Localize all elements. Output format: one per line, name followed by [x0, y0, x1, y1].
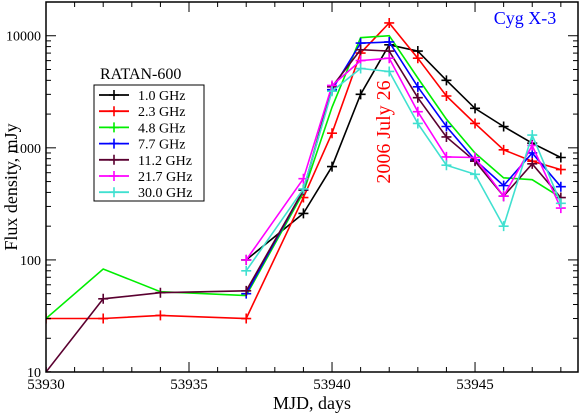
data-point-30-0-ghz	[555, 198, 566, 209]
data-point-2-3-ghz	[98, 313, 109, 324]
data-point-2-3-ghz	[241, 313, 252, 324]
data-point-30-0-ghz	[412, 118, 423, 129]
data-point-21-7-ghz	[412, 106, 423, 117]
y-tick-label: 10000	[6, 30, 41, 45]
data-point-30-0-ghz	[384, 66, 395, 77]
data-point-11-2-ghz	[412, 92, 423, 103]
data-point-21-7-ghz	[470, 152, 481, 163]
legend-label-2-3-ghz: 2.3 GHz	[138, 105, 185, 120]
legend-label-7-7-ghz: 7.7 GHz	[138, 138, 185, 153]
legend-marker-11-2-ghz	[109, 154, 119, 165]
data-point-30-0-ghz	[498, 221, 509, 232]
data-point-30-0-ghz	[470, 169, 481, 180]
x-tick-label: 53940	[313, 377, 351, 393]
legend-marker-4-8-ghz	[109, 122, 119, 133]
data-point-11-2-ghz	[241, 285, 252, 296]
series-line-1-0-ghz	[245, 43, 562, 261]
data-point-30-0-ghz	[241, 265, 252, 276]
x-axis-label: MJD, days	[273, 393, 351, 413]
legend-marker-2-3-ghz	[109, 106, 119, 117]
series-group	[46, 17, 566, 372]
data-point-30-0-ghz	[441, 160, 452, 171]
x-tick-label: 53935	[170, 377, 208, 393]
data-point-1-0-ghz	[327, 161, 338, 172]
axis-ticks	[45, 1, 578, 373]
data-point-2-3-ghz	[555, 164, 566, 175]
legend-marker-30-0-ghz	[109, 187, 119, 198]
series-line-2-3-ghz	[46, 21, 562, 320]
data-point-2-3-ghz	[470, 118, 481, 129]
legend-title: RATAN-600	[100, 66, 181, 83]
series-line-30-0-ghz	[245, 67, 562, 272]
legend-marker-7-7-ghz	[109, 138, 119, 149]
y-tick-label: 10	[27, 366, 41, 381]
data-point-2-3-ghz	[498, 144, 509, 155]
data-point-30-0-ghz	[298, 183, 309, 194]
legend-label-30-0-ghz: 30.0 GHz	[138, 186, 192, 201]
legend-label-11-2-ghz: 11.2 GHz	[138, 154, 192, 169]
data-point-11-2-ghz	[155, 287, 166, 298]
data-point-2-3-ghz	[384, 17, 395, 28]
event-annotation: 2006 July 26	[373, 80, 395, 183]
legend-label-21-7-ghz: 21.7 GHz	[138, 170, 192, 185]
data-point-11-2-ghz	[527, 158, 538, 169]
legend-marker-1-0-ghz	[109, 90, 119, 100]
data-point-11-2-ghz	[441, 131, 452, 142]
x-tick-label: 53930	[27, 377, 65, 393]
data-point-7-7-ghz	[441, 121, 452, 132]
series-line-21-7-ghz	[245, 57, 562, 261]
tick-labels: 53930 53935 53940 53945 10 100 1000 10000	[6, 30, 494, 393]
plot-frame	[45, 1, 579, 373]
data-point-21-7-ghz	[241, 254, 252, 265]
data-point-11-2-ghz	[355, 44, 366, 55]
data-point-7-7-ghz	[412, 81, 423, 92]
data-point-30-0-ghz	[527, 130, 538, 141]
data-point-1-0-ghz	[355, 89, 366, 100]
y-tick-label: 100	[20, 254, 41, 269]
series-layer	[46, 17, 566, 372]
y-axis-label: Flux density, mJy	[1, 123, 21, 250]
series-line-7-7-ghz	[245, 41, 562, 295]
data-point-1-0-ghz	[498, 121, 509, 132]
data-point-30-0-ghz	[355, 63, 366, 74]
data-point-1-0-ghz	[470, 103, 481, 114]
source-label: Cyg X-3	[494, 8, 557, 28]
data-point-30-0-ghz	[327, 86, 338, 97]
y-tick-label: 1000	[13, 142, 41, 157]
data-point-7-7-ghz	[555, 181, 566, 192]
data-point-2-3-ghz	[327, 128, 338, 139]
legend-label-4-8-ghz: 4.8 GHz	[138, 121, 185, 136]
x-tick-label: 53945	[456, 377, 494, 393]
legend-marker-21-7-ghz	[109, 171, 119, 181]
data-point-1-0-ghz	[555, 152, 566, 163]
data-point-7-7-ghz	[384, 36, 395, 47]
legend-label-1-0-ghz: 1.0 GHz	[138, 89, 185, 104]
data-point-1-0-ghz	[298, 208, 309, 219]
data-point-2-3-ghz	[441, 90, 452, 101]
data-point-11-2-ghz	[98, 293, 109, 304]
data-point-1-0-ghz	[441, 75, 452, 86]
data-point-21-7-ghz	[498, 191, 509, 202]
data-point-2-3-ghz	[412, 53, 423, 64]
data-point-7-7-ghz	[498, 180, 509, 191]
data-point-21-7-ghz	[384, 53, 395, 64]
data-point-2-3-ghz	[155, 310, 166, 321]
